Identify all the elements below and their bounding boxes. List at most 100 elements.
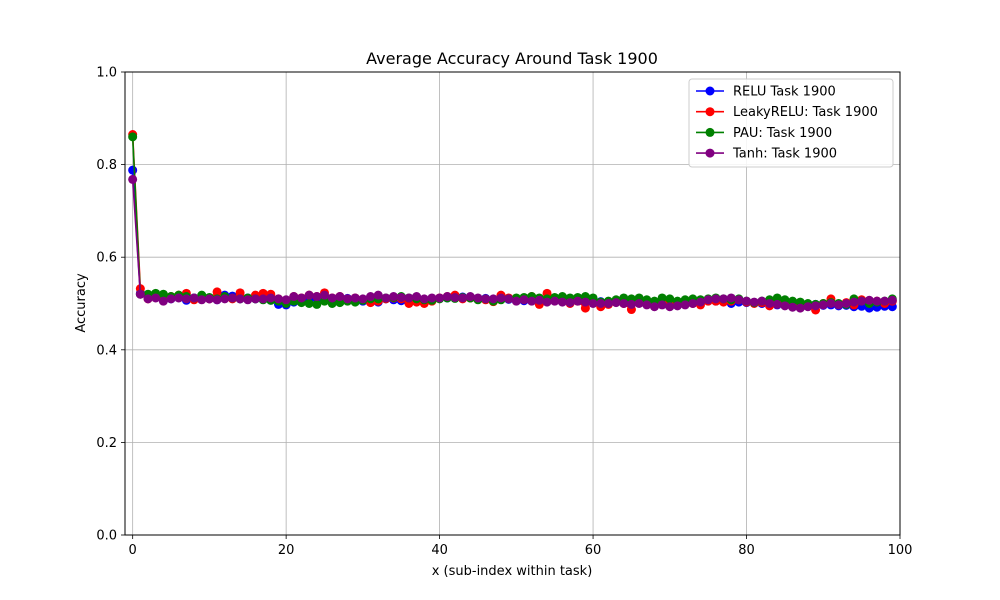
data-point [181,294,191,304]
legend-marker [705,148,715,158]
legend-marker [705,86,715,96]
data-point [273,294,283,304]
data-point [396,292,406,302]
data-point [450,292,460,302]
data-point [135,289,145,299]
legend-label: LeakyRELU: Task 1900 [733,105,878,120]
data-point [619,299,629,308]
data-point [220,294,230,304]
data-point [818,300,828,310]
data-point [327,293,337,303]
data-point [780,301,790,311]
data-point [212,295,222,305]
data-point [458,293,468,303]
data-point [826,299,836,308]
legend-marker [705,127,715,137]
data-point [227,293,237,303]
data-point [703,295,713,305]
data-point [389,292,399,302]
y-tick-label: 0.4 [96,343,117,358]
data-point [772,299,782,309]
data-point [765,299,775,308]
data-point [304,299,314,308]
data-point [649,302,659,312]
data-point [488,294,498,304]
data-point [504,294,514,304]
data-point [542,297,552,307]
series-4 [128,174,897,313]
y-tick-label: 0.8 [96,158,117,173]
legend-item: RELU Task 1900 [696,85,836,100]
data-point [634,299,644,308]
data-point [573,296,583,306]
data-point [849,297,859,307]
x-tick-label: 100 [888,543,913,558]
data-point [719,294,729,304]
data-point [642,300,652,310]
data-point [158,296,168,306]
data-point [841,299,851,308]
legend: RELU Task 1900 LeakyRELU: Task 1900 PAU: T… [688,78,894,168]
data-point [665,302,675,312]
data-point [565,298,575,308]
x-tick-label: 60 [585,543,602,558]
data-point [258,294,268,304]
data-point [350,293,360,303]
data-point [204,294,214,304]
data-point [312,292,322,302]
legend-label: PAU: Task 1900 [733,126,832,141]
data-point [412,292,422,302]
x-tick-label: 40 [431,543,448,558]
data-point [657,300,667,310]
plot-frame [124,71,901,536]
data-point [289,292,299,302]
data-point [611,298,621,308]
data-point [296,293,306,303]
data-point [680,300,690,310]
data-point [834,300,844,310]
y-tick-label: 1.0 [96,66,117,81]
data-point [665,294,675,304]
data-point [534,295,544,305]
data-point [864,295,874,305]
data-point [189,293,199,303]
axis-ticks: 0 20 40 60 80 100 0.0 0.2 0.4 0.6 0.8 1.0 [96,66,912,559]
data-point [465,292,475,302]
data-point [419,294,429,304]
legend-box [688,78,894,168]
data-point [304,290,314,300]
y-tick-label: 0.2 [96,436,117,451]
data-point [711,294,721,304]
data-point [734,295,744,305]
y-tick-label: 0.6 [96,251,117,266]
x-tick-label: 80 [738,543,755,558]
data-point [128,132,138,142]
data-point [887,295,897,305]
legend-marker [705,107,715,117]
x-tick-label: 20 [278,543,295,558]
data-point [527,296,537,306]
series-layer [128,130,897,315]
legend-item: PAU: Task 1900 [696,126,832,141]
data-point [381,293,391,303]
data-point [151,293,161,303]
data-point [557,297,567,307]
legend-item: LeakyRELU: Task 1900 [696,105,878,120]
data-point [343,294,353,304]
x-tick-label: 0 [129,543,137,558]
data-point [596,299,606,308]
data-point [281,295,291,305]
data-point [197,295,207,305]
data-point [803,302,813,312]
data-point [496,293,506,303]
legend-label: Tanh: Task 1900 [732,147,837,162]
data-point [550,296,560,306]
data-point [174,293,184,303]
data-point [128,165,138,175]
data-point [695,297,705,307]
data-point [742,296,752,306]
y-tick-label: 0.0 [96,529,117,544]
data-point [757,296,767,306]
data-point [749,297,759,307]
